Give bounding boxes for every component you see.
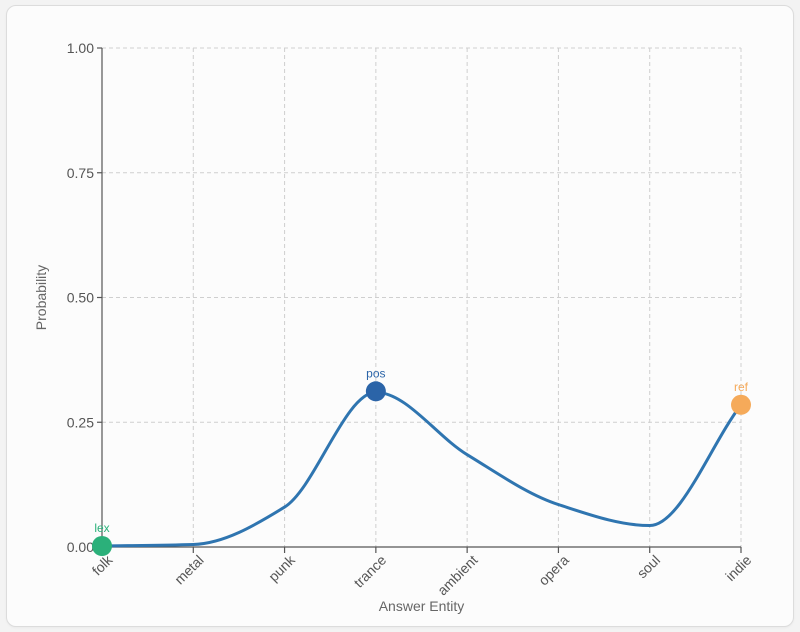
series-line xyxy=(100,390,743,548)
highlight-points: lex pos ref xyxy=(92,366,751,557)
x-tick-label: ambient xyxy=(434,552,481,599)
y-tick-label: 0.50 xyxy=(67,290,94,306)
highlight-label-pos: pos xyxy=(366,366,385,380)
highlight-label-lex: lex xyxy=(94,521,109,535)
grid xyxy=(102,47,742,547)
x-tick-label: indie xyxy=(722,552,754,584)
highlight-point-lex xyxy=(92,536,112,557)
chart-card xyxy=(6,5,794,627)
x-tick-label: soul xyxy=(634,552,663,581)
x-tick-label: metal xyxy=(171,552,207,588)
y-axis-title: Probability xyxy=(33,265,49,330)
highlight-point-ref xyxy=(731,394,751,415)
y-tick-label: 1.00 xyxy=(67,40,94,56)
x-tick-label: opera xyxy=(535,552,572,589)
y-tick-label: 0.00 xyxy=(67,539,94,555)
x-axis-title: Answer Entity xyxy=(379,598,465,614)
y-tick-label: 0.25 xyxy=(67,414,94,430)
x-tick-label: trance xyxy=(350,552,389,591)
highlight-point-pos xyxy=(365,381,386,402)
series xyxy=(100,390,743,548)
y-tick-label: 0.75 xyxy=(67,165,94,181)
x-tick-label: punk xyxy=(265,551,298,584)
highlight-label-ref: ref xyxy=(734,380,749,394)
